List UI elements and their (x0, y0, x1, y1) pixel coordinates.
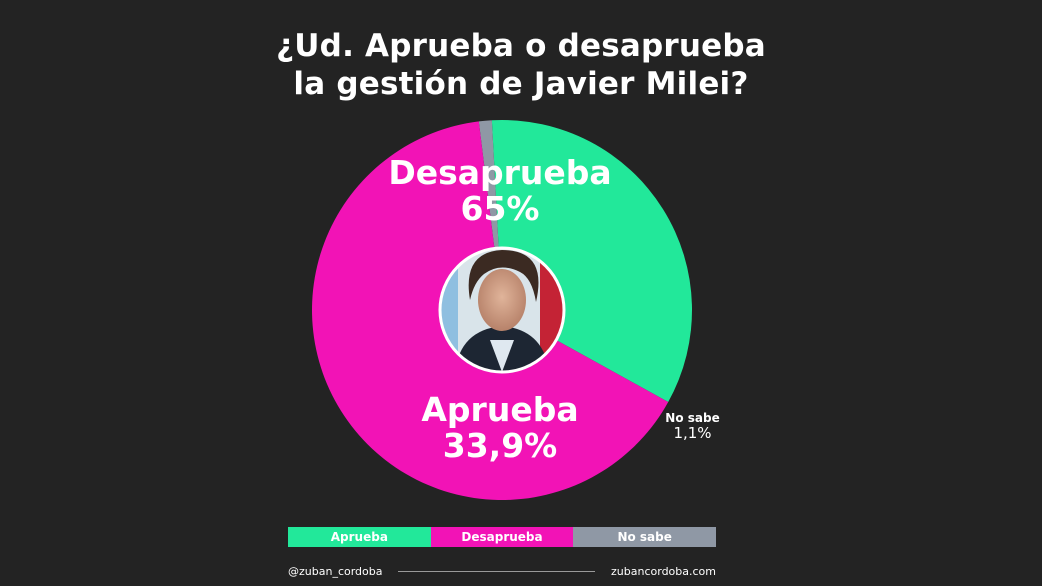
legend-item-aprueba: Aprueba (288, 527, 431, 547)
slice-label-no-sabe: No sabe 1,1% (655, 411, 730, 442)
portrait-photo (440, 248, 564, 372)
footer-handle: @zuban_cordoba (288, 564, 383, 578)
slice-value-aprueba: 33,9% (442, 425, 558, 465)
slice-label-aprueba: Aprueba 33,9% (340, 392, 660, 463)
footer-divider (398, 570, 596, 572)
slice-name-aprueba: Aprueba (421, 390, 579, 429)
slice-name-desaprueba: Desaprueba (388, 153, 612, 192)
slice-name-no-sabe: No sabe (665, 411, 720, 425)
slice-value-desaprueba: 65% (460, 188, 540, 228)
portrait-ring (438, 246, 566, 374)
legend-item-desaprueba: Desaprueba (430, 527, 574, 547)
chart-title-line-1: ¿Ud. Aprueba o desaprueba (276, 28, 766, 64)
legend: Aprueba Desaprueba No sabe (288, 527, 717, 547)
footer: @zuban_cordoba zubancordoba.com (288, 563, 716, 579)
legend-item-no-sabe: No sabe (573, 527, 717, 547)
footer-website: zubancordoba.com (611, 564, 716, 578)
chart-title-line-2: la gestión de Javier Milei? (293, 66, 749, 102)
slice-value-no-sabe: 1,1% (673, 423, 712, 442)
slice-label-desaprueba: Desaprueba 65% (340, 155, 660, 226)
